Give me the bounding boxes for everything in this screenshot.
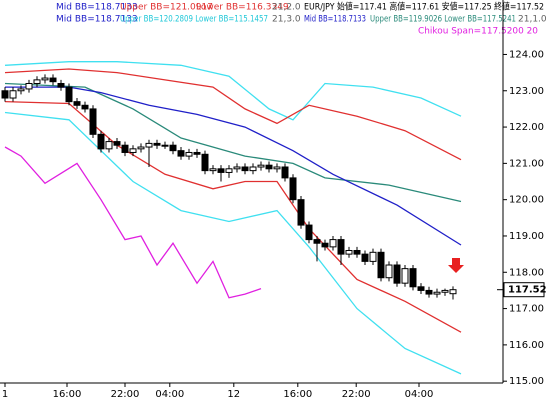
candle-body bbox=[361, 253, 369, 262]
candle-body bbox=[321, 242, 329, 248]
candle-body bbox=[313, 239, 321, 244]
candle-body bbox=[345, 249, 353, 255]
header-text: 21,3.0 bbox=[272, 15, 301, 25]
candle-body bbox=[129, 148, 137, 153]
x-tick-label: 16:00 bbox=[283, 389, 312, 400]
candle-body bbox=[385, 264, 393, 279]
candle-body bbox=[169, 144, 177, 152]
y-tick-label: 116.00 bbox=[509, 340, 544, 351]
header-text: 21,1.0 bbox=[518, 15, 547, 25]
candle-body bbox=[281, 166, 289, 179]
header-text: Lower BB=116.3349 bbox=[196, 3, 289, 13]
last-price-label: 117.52 bbox=[508, 285, 547, 296]
x-tick-label: 16:00 bbox=[53, 389, 82, 400]
candle-body bbox=[9, 90, 17, 99]
header-text: 21,2.0 bbox=[272, 3, 301, 13]
indicator-line bbox=[4, 68, 462, 161]
candle-body bbox=[377, 251, 385, 279]
y-tick-label: 118.00 bbox=[509, 267, 544, 278]
candle-body bbox=[17, 88, 25, 92]
x-tick-label: 22:00 bbox=[342, 389, 371, 400]
x-tick-label: 12 bbox=[227, 389, 240, 400]
candle-body bbox=[417, 286, 425, 291]
candle-body bbox=[401, 268, 409, 284]
candle-body bbox=[1, 90, 9, 99]
candle-body bbox=[329, 239, 337, 248]
candle-body bbox=[209, 168, 217, 172]
candle-body bbox=[73, 101, 81, 106]
candle-body bbox=[33, 79, 41, 84]
candle-body bbox=[185, 151, 193, 157]
candle-body bbox=[249, 166, 257, 172]
candle-body bbox=[353, 249, 361, 255]
indicator-line bbox=[4, 82, 462, 203]
candle-body bbox=[257, 164, 265, 168]
header-text: Chikou Span=117.5200 20 bbox=[418, 27, 538, 37]
candle-body bbox=[305, 224, 313, 241]
x-tick-label: 04:00 bbox=[405, 389, 434, 400]
candle-body bbox=[81, 104, 89, 110]
last-price-box bbox=[503, 282, 545, 298]
candle-body bbox=[369, 251, 377, 262]
candle-body bbox=[177, 150, 185, 157]
candle-body bbox=[121, 144, 129, 153]
y-tick-label: 115.00 bbox=[509, 376, 544, 387]
candle-body bbox=[41, 77, 49, 81]
x-tick-label: 1 bbox=[2, 389, 8, 400]
candle-body bbox=[265, 164, 273, 170]
x-tick-label: 22:00 bbox=[111, 389, 140, 400]
candle-body bbox=[217, 168, 225, 173]
header-text: Upper BB=120.2809 Lower BB=115.1457 bbox=[120, 15, 268, 25]
y-tick-label: 119.00 bbox=[509, 231, 544, 242]
candle-body bbox=[409, 268, 417, 288]
candle-body bbox=[289, 177, 297, 201]
signal-arrow bbox=[448, 258, 464, 273]
candle-body bbox=[97, 133, 105, 150]
candle-body bbox=[425, 289, 433, 295]
candle-body bbox=[25, 82, 33, 90]
candle-body bbox=[57, 82, 65, 88]
indicator-line bbox=[4, 146, 262, 299]
y-tick-label: 124.00 bbox=[509, 49, 544, 60]
header-text: EUR/JPY 始値=117.41 高値=117.61 安値=117.25 終値… bbox=[304, 1, 544, 13]
candle-body bbox=[105, 141, 113, 150]
candle-body bbox=[449, 289, 457, 295]
candle-body bbox=[65, 86, 73, 103]
candle-body bbox=[337, 239, 345, 255]
candle-body bbox=[393, 264, 401, 284]
candle-body bbox=[193, 151, 201, 155]
candle-body bbox=[161, 144, 169, 147]
y-tick-label: 122.00 bbox=[509, 122, 544, 133]
candle-body bbox=[241, 166, 249, 172]
x-tick-label: 04:00 bbox=[155, 389, 184, 400]
candle-body bbox=[433, 291, 441, 295]
candle-body bbox=[233, 166, 241, 170]
candle-body bbox=[49, 77, 57, 83]
candle-body bbox=[201, 153, 209, 172]
candle-body bbox=[153, 142, 161, 146]
header-text: Mid BB=118.7133 bbox=[56, 15, 138, 25]
candle-body bbox=[89, 108, 97, 135]
header-text: Upper BB=119.9026 Lower BB=117.5241 bbox=[370, 15, 516, 25]
header: Mid BB=118.7133 Upper BB=121.0917 Lower … bbox=[56, 1, 547, 37]
indicator-line bbox=[4, 61, 462, 121]
header-text: Upper BB=121.0917 bbox=[120, 3, 213, 13]
indicator-line bbox=[5, 86, 462, 246]
header-text: Mid BB=118.7133 bbox=[56, 3, 138, 13]
candle-body bbox=[225, 168, 233, 173]
candle-body bbox=[137, 146, 145, 150]
candle-body bbox=[273, 166, 281, 170]
candle-body bbox=[113, 141, 121, 146]
y-tick-label: 117.00 bbox=[509, 304, 544, 315]
y-tick-label: 123.00 bbox=[509, 86, 544, 97]
header-text: Mid BB=118.7133 bbox=[304, 15, 366, 25]
candle-body bbox=[145, 142, 153, 148]
candle-body bbox=[297, 199, 305, 226]
y-tick-label: 121.00 bbox=[509, 158, 544, 169]
y-tick-label: 120.00 bbox=[509, 195, 544, 206]
candle-body bbox=[441, 289, 449, 293]
